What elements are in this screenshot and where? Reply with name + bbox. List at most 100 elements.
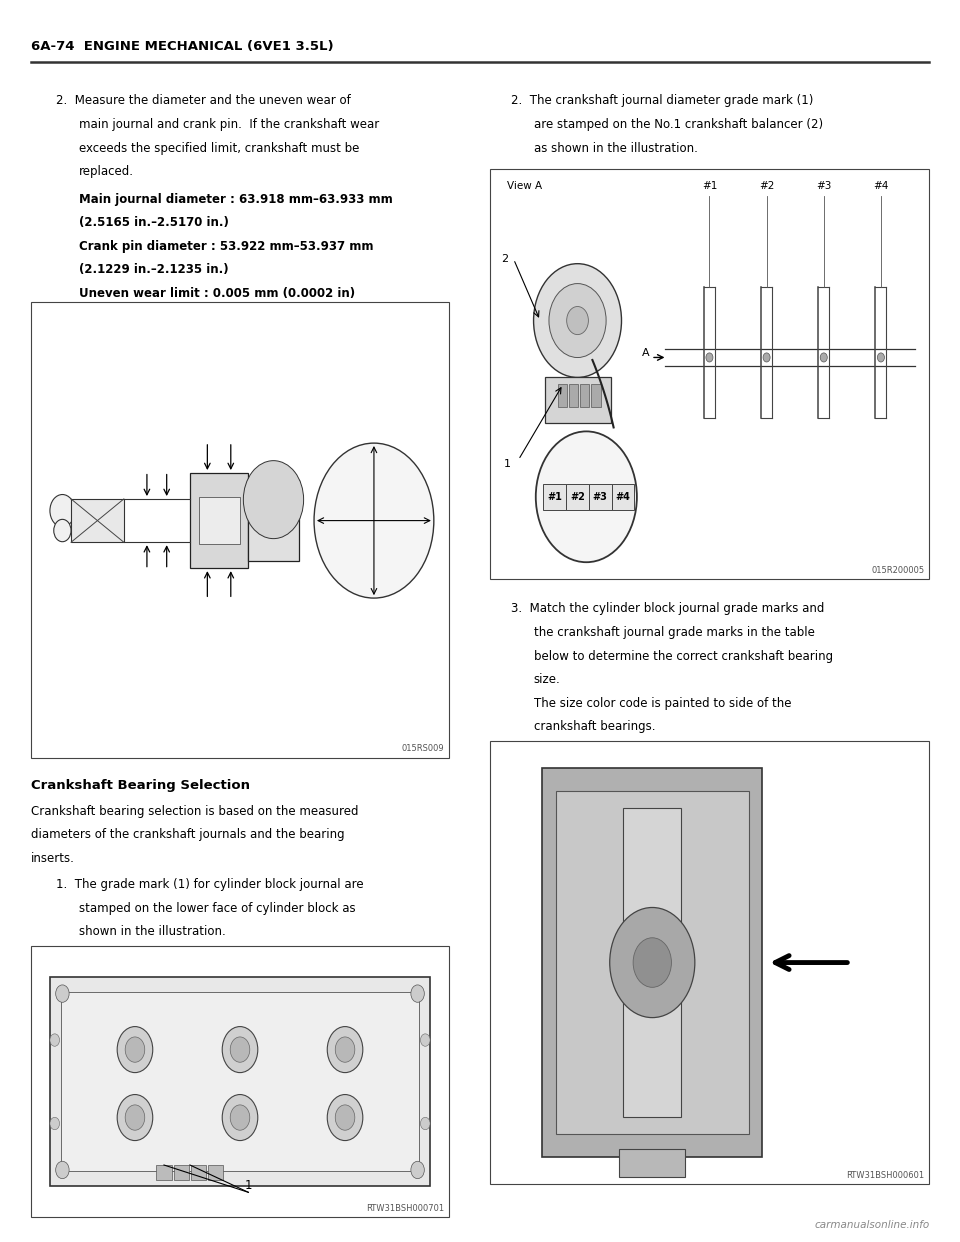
Circle shape <box>56 1161 69 1179</box>
Text: 015R200005: 015R200005 <box>872 566 924 575</box>
Circle shape <box>243 461 303 539</box>
Text: 2.  Measure the diameter and the uneven wear of: 2. Measure the diameter and the uneven w… <box>56 94 350 107</box>
Text: 1.  The grade mark (1) for cylinder block journal are: 1. The grade mark (1) for cylinder block… <box>56 878 363 891</box>
Text: Crankshaft bearing selection is based on the measured: Crankshaft bearing selection is based on… <box>31 805 358 817</box>
Text: diameters of the crankshaft journals and the bearing: diameters of the crankshaft journals and… <box>31 828 345 841</box>
Text: (2.5165 in.–2.5170 in.): (2.5165 in.–2.5170 in.) <box>79 216 228 229</box>
Circle shape <box>335 1037 355 1062</box>
Circle shape <box>230 1105 250 1130</box>
Circle shape <box>117 1027 153 1073</box>
Text: carmanualsonline.info: carmanualsonline.info <box>814 1220 929 1230</box>
Bar <box>208 1165 224 1180</box>
Text: as shown in the illustration.: as shown in the illustration. <box>534 142 698 154</box>
Text: inserts.: inserts. <box>31 852 75 864</box>
Circle shape <box>327 1027 363 1073</box>
Bar <box>588 483 612 510</box>
Circle shape <box>534 263 621 378</box>
Text: size.: size. <box>534 673 561 686</box>
Text: Crankshaft Bearing Selection: Crankshaft Bearing Selection <box>31 779 250 791</box>
Bar <box>31 302 449 758</box>
Text: exceeds the specified limit, crankshaft must be: exceeds the specified limit, crankshaft … <box>79 142 359 154</box>
Text: 2.  The crankshaft journal diameter grade mark (1): 2. The crankshaft journal diameter grade… <box>511 94 813 107</box>
Bar <box>71 499 124 543</box>
Bar <box>50 977 430 1186</box>
Bar <box>31 946 449 1217</box>
Circle shape <box>50 1033 60 1046</box>
Bar <box>490 741 929 1184</box>
Text: Uneven wear limit : 0.005 mm (0.0002 in): Uneven wear limit : 0.005 mm (0.0002 in) <box>79 287 355 299</box>
Text: #3: #3 <box>592 492 608 502</box>
Bar <box>61 992 419 1171</box>
Circle shape <box>706 353 713 361</box>
Circle shape <box>222 1027 258 1073</box>
Text: The size color code is painted to side of the: The size color code is painted to side o… <box>534 697 791 709</box>
Circle shape <box>125 1037 145 1062</box>
Text: (2.1229 in.–2.1235 in.): (2.1229 in.–2.1235 in.) <box>79 263 228 276</box>
Text: below to determine the correct crankshaft bearing: below to determine the correct crankshaf… <box>534 650 833 662</box>
Circle shape <box>50 494 75 527</box>
Bar <box>543 483 566 510</box>
Text: #4: #4 <box>874 181 889 191</box>
Circle shape <box>222 1094 258 1140</box>
Text: 2: 2 <box>501 255 508 265</box>
Text: #2: #2 <box>570 492 585 502</box>
Circle shape <box>230 1037 250 1062</box>
Text: the crankshaft journal grade marks in the table: the crankshaft journal grade marks in th… <box>534 626 815 638</box>
Circle shape <box>335 1105 355 1130</box>
Text: #4: #4 <box>615 492 631 502</box>
Text: 1: 1 <box>245 1180 252 1192</box>
Text: #2: #2 <box>759 181 775 191</box>
Circle shape <box>314 443 434 599</box>
Text: stamped on the lower face of cylinder block as: stamped on the lower face of cylinder bl… <box>79 902 355 914</box>
Text: 6A-74  ENGINE MECHANICAL (6VE1 3.5L): 6A-74 ENGINE MECHANICAL (6VE1 3.5L) <box>31 41 333 53</box>
Bar <box>199 497 240 544</box>
Text: 1: 1 <box>504 460 511 469</box>
Circle shape <box>411 985 424 1002</box>
Bar <box>556 791 749 1134</box>
Bar <box>566 483 588 510</box>
Circle shape <box>54 519 71 542</box>
Bar <box>490 169 929 579</box>
Circle shape <box>549 283 606 358</box>
Text: Main journal diameter : 63.918 mm–63.933 mm: Main journal diameter : 63.918 mm–63.933… <box>79 193 393 205</box>
Bar <box>623 809 682 1117</box>
Text: #1: #1 <box>547 492 563 502</box>
Bar <box>619 1149 685 1176</box>
Circle shape <box>411 1161 424 1179</box>
Bar <box>191 1165 206 1180</box>
Circle shape <box>634 938 671 987</box>
Bar <box>156 1165 172 1180</box>
Text: 3.  Match the cylinder block journal grade marks and: 3. Match the cylinder block journal grad… <box>511 602 824 615</box>
Circle shape <box>117 1094 153 1140</box>
Bar <box>190 473 249 569</box>
Bar <box>558 384 567 407</box>
Bar <box>174 1165 189 1180</box>
Bar <box>591 384 601 407</box>
Text: 015RS009: 015RS009 <box>402 744 444 753</box>
Bar <box>249 481 299 561</box>
Text: A: A <box>641 348 649 359</box>
Text: replaced.: replaced. <box>79 165 133 178</box>
Circle shape <box>420 1033 430 1046</box>
Bar <box>569 384 578 407</box>
Text: #3: #3 <box>816 181 831 191</box>
Text: Crank pin diameter : 53.922 mm–53.937 mm: Crank pin diameter : 53.922 mm–53.937 mm <box>79 240 373 252</box>
Bar <box>542 768 762 1158</box>
Text: shown in the illustration.: shown in the illustration. <box>79 925 226 938</box>
Circle shape <box>763 353 770 361</box>
Circle shape <box>536 431 636 563</box>
Bar <box>580 384 589 407</box>
Text: are stamped on the No.1 crankshaft balancer (2): are stamped on the No.1 crankshaft balan… <box>534 118 823 130</box>
Bar <box>612 483 635 510</box>
Text: crankshaft bearings.: crankshaft bearings. <box>534 720 656 733</box>
Circle shape <box>125 1105 145 1130</box>
Circle shape <box>56 985 69 1002</box>
Circle shape <box>420 1118 430 1130</box>
Circle shape <box>877 353 884 361</box>
Circle shape <box>610 908 695 1017</box>
Text: RTW31BSH000601: RTW31BSH000601 <box>847 1171 924 1180</box>
Circle shape <box>327 1094 363 1140</box>
Text: #1: #1 <box>702 181 717 191</box>
Text: main journal and crank pin.  If the crankshaft wear: main journal and crank pin. If the crank… <box>79 118 379 130</box>
Text: View A: View A <box>507 181 542 191</box>
